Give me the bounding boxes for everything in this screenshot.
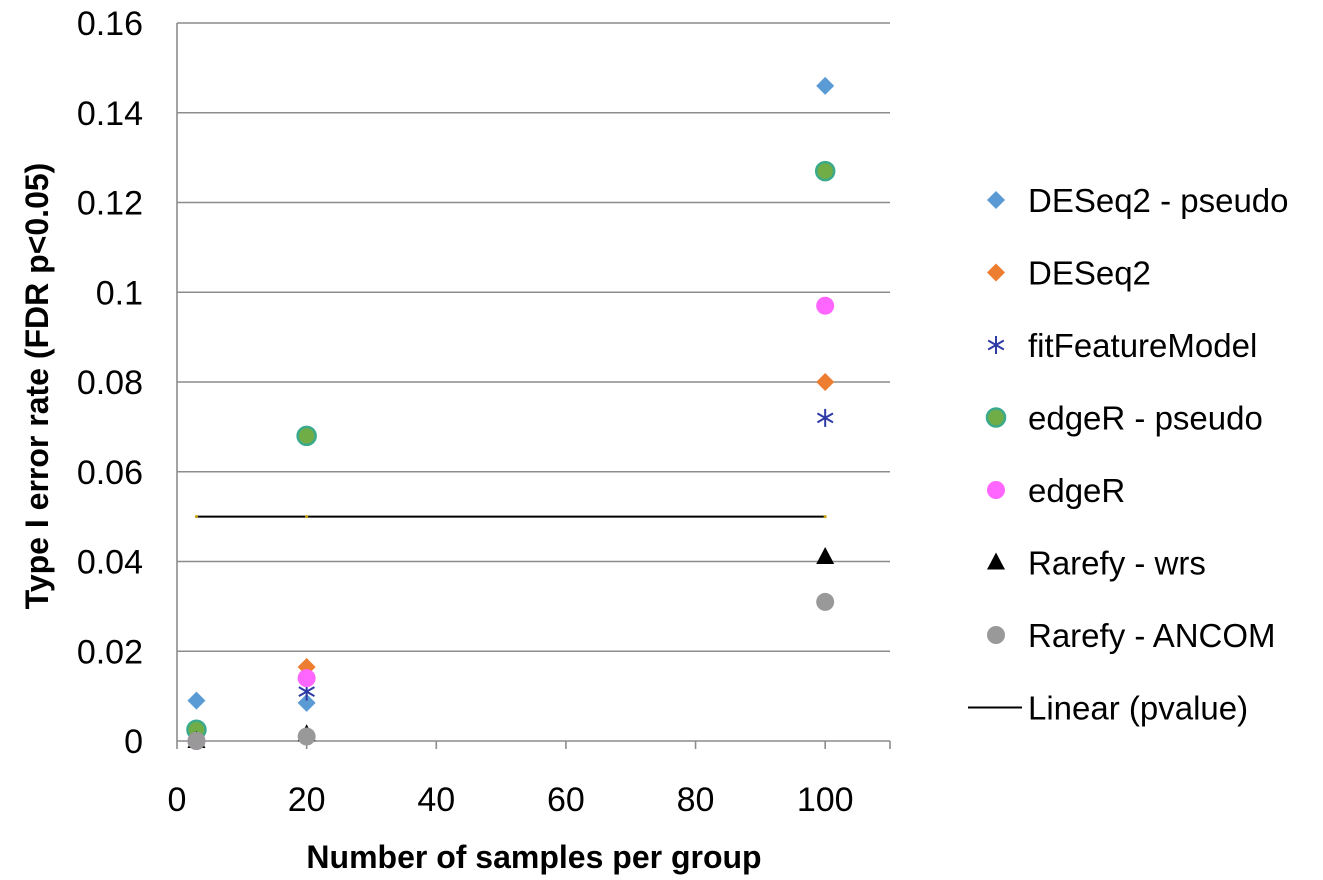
x-tick-labels: 0 20 40 60 80 100 [168,781,854,819]
data-point [816,76,835,95]
legend-label: fitFeatureModel [1028,327,1257,364]
y-tick-labels: 0 0.02 0.04 0.06 0.08 0.1 0.12 0.14 0.16 [77,5,143,761]
series-deseq2-pseudo [187,76,835,712]
y-tick-label: 0.06 [77,454,143,492]
y-tick-label: 0.1 [96,274,143,312]
y-tick-label: 0.04 [77,544,143,582]
x-axis-title: Number of samples per group [306,839,761,875]
data-point [816,592,835,611]
legend-marker [987,481,1005,499]
series-fitfeaturemodel [188,408,834,750]
data-point [816,547,835,565]
series-edger-pseudo [186,160,836,741]
legend-entry: Rarefy - wrs [987,545,1206,582]
data-points [186,76,836,750]
legend-marker [987,626,1005,644]
gridlines [177,22,890,653]
data-point [187,691,206,710]
data-point [297,669,316,688]
asterisk-stroke [298,686,315,698]
legend-entry: fitFeatureModel [987,327,1257,364]
legend-marker [987,552,1005,570]
data-point [814,160,836,182]
legend-marker [987,336,1005,354]
legend-label: Linear (pvalue) [1028,690,1248,727]
legend-entry: DESeq2 [987,255,1151,292]
x-tick-label: 40 [417,781,455,819]
data-point [297,693,316,712]
legend-entry: Linear (pvalue) [968,690,1248,727]
y-tick-label: 0 [124,723,143,761]
data-point [816,296,835,315]
data-point [816,408,834,427]
data-point [816,373,835,391]
legend-label: DESeq2 - pseudo [1028,182,1289,219]
y-tick-label: 0.02 [77,633,143,671]
trendline-point [194,515,198,519]
legend-label: DESeq2 [1028,255,1151,292]
axes [176,23,891,749]
y-tick-label: 0.08 [77,364,143,402]
legend-entry: edgeR - pseudo [985,400,1263,437]
legend-marker [987,191,1005,209]
data-point [296,425,317,447]
legend-marker [987,263,1005,282]
legend: DESeq2 - pseudo DESeq2 fitFeatureModel edge… [968,182,1289,727]
series-edger [187,296,835,750]
asterisk-stroke [987,339,1005,351]
legend-label: edgeR - pseudo [1028,400,1263,437]
legend-label: Rarefy - ANCOM [1028,617,1276,654]
y-tick-label: 0.14 [77,95,143,133]
data-point [187,732,206,750]
legend-entry: edgeR [987,472,1125,509]
asterisk-stroke [816,412,834,424]
legend-label: edgeR [1028,472,1125,509]
series-rarefy-ancom [187,592,835,750]
x-tick-label: 20 [288,781,326,819]
legend-marker [985,407,1007,428]
data-point [297,727,316,746]
x-tick-label: 0 [168,781,187,819]
trendline-point [305,515,309,519]
legend-entry: DESeq2 - pseudo [987,182,1289,219]
legend-entry: Rarefy - ANCOM [987,617,1276,654]
trendline-point [823,515,827,519]
y-tick-label: 0.16 [77,5,143,43]
series-rarefy-wrs [187,547,835,748]
x-tick-label: 100 [797,781,854,819]
y-axis-title: Type I error rate (FDR p<0.05) [19,163,55,610]
x-tick-label: 60 [547,781,585,819]
y-tick-label: 0.12 [77,185,143,223]
legend-label: Rarefy - wrs [1028,545,1206,582]
x-tick-label: 80 [677,781,715,819]
trendline-layer [194,515,827,519]
